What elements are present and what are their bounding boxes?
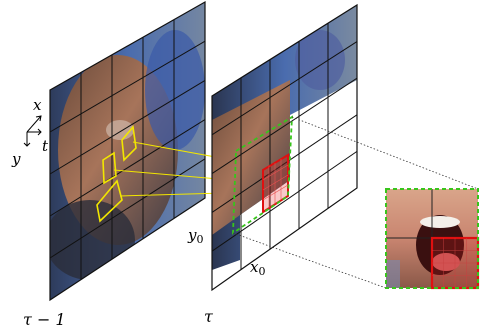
frame-prev (49, 0, 206, 302)
axis-x-label: x (33, 96, 42, 114)
search-window (232, 115, 293, 235)
frame-curr-label: τ (204, 307, 214, 326)
zoom-inset (385, 188, 480, 290)
frame-prev-image (50, 2, 205, 300)
grid-line (49, 40, 206, 133)
axis-y-label: y (11, 150, 21, 168)
current-block (262, 153, 289, 214)
frame-prev-label: τ − 1 (23, 310, 66, 329)
grid-line (211, 114, 358, 213)
axis-t-label: t (42, 137, 49, 155)
y0-label: y0 (187, 226, 203, 246)
frame-curr-grid (211, 23, 358, 270)
grid-line (211, 77, 358, 175)
grid-line (49, 119, 206, 217)
grid-line (49, 79, 206, 175)
matched-block-3 (96, 179, 123, 223)
x0-label: x0 (250, 258, 265, 278)
grid-line (211, 150, 358, 252)
zoom-connectors (232, 116, 479, 289)
frame-curr-image (212, 5, 357, 290)
matched-block-2 (102, 151, 117, 185)
axes-indicator (23, 115, 42, 147)
matched-blocks (96, 125, 137, 223)
matched-block-1 (121, 125, 137, 162)
grid-line (211, 41, 358, 136)
frame-curr (211, 3, 358, 292)
